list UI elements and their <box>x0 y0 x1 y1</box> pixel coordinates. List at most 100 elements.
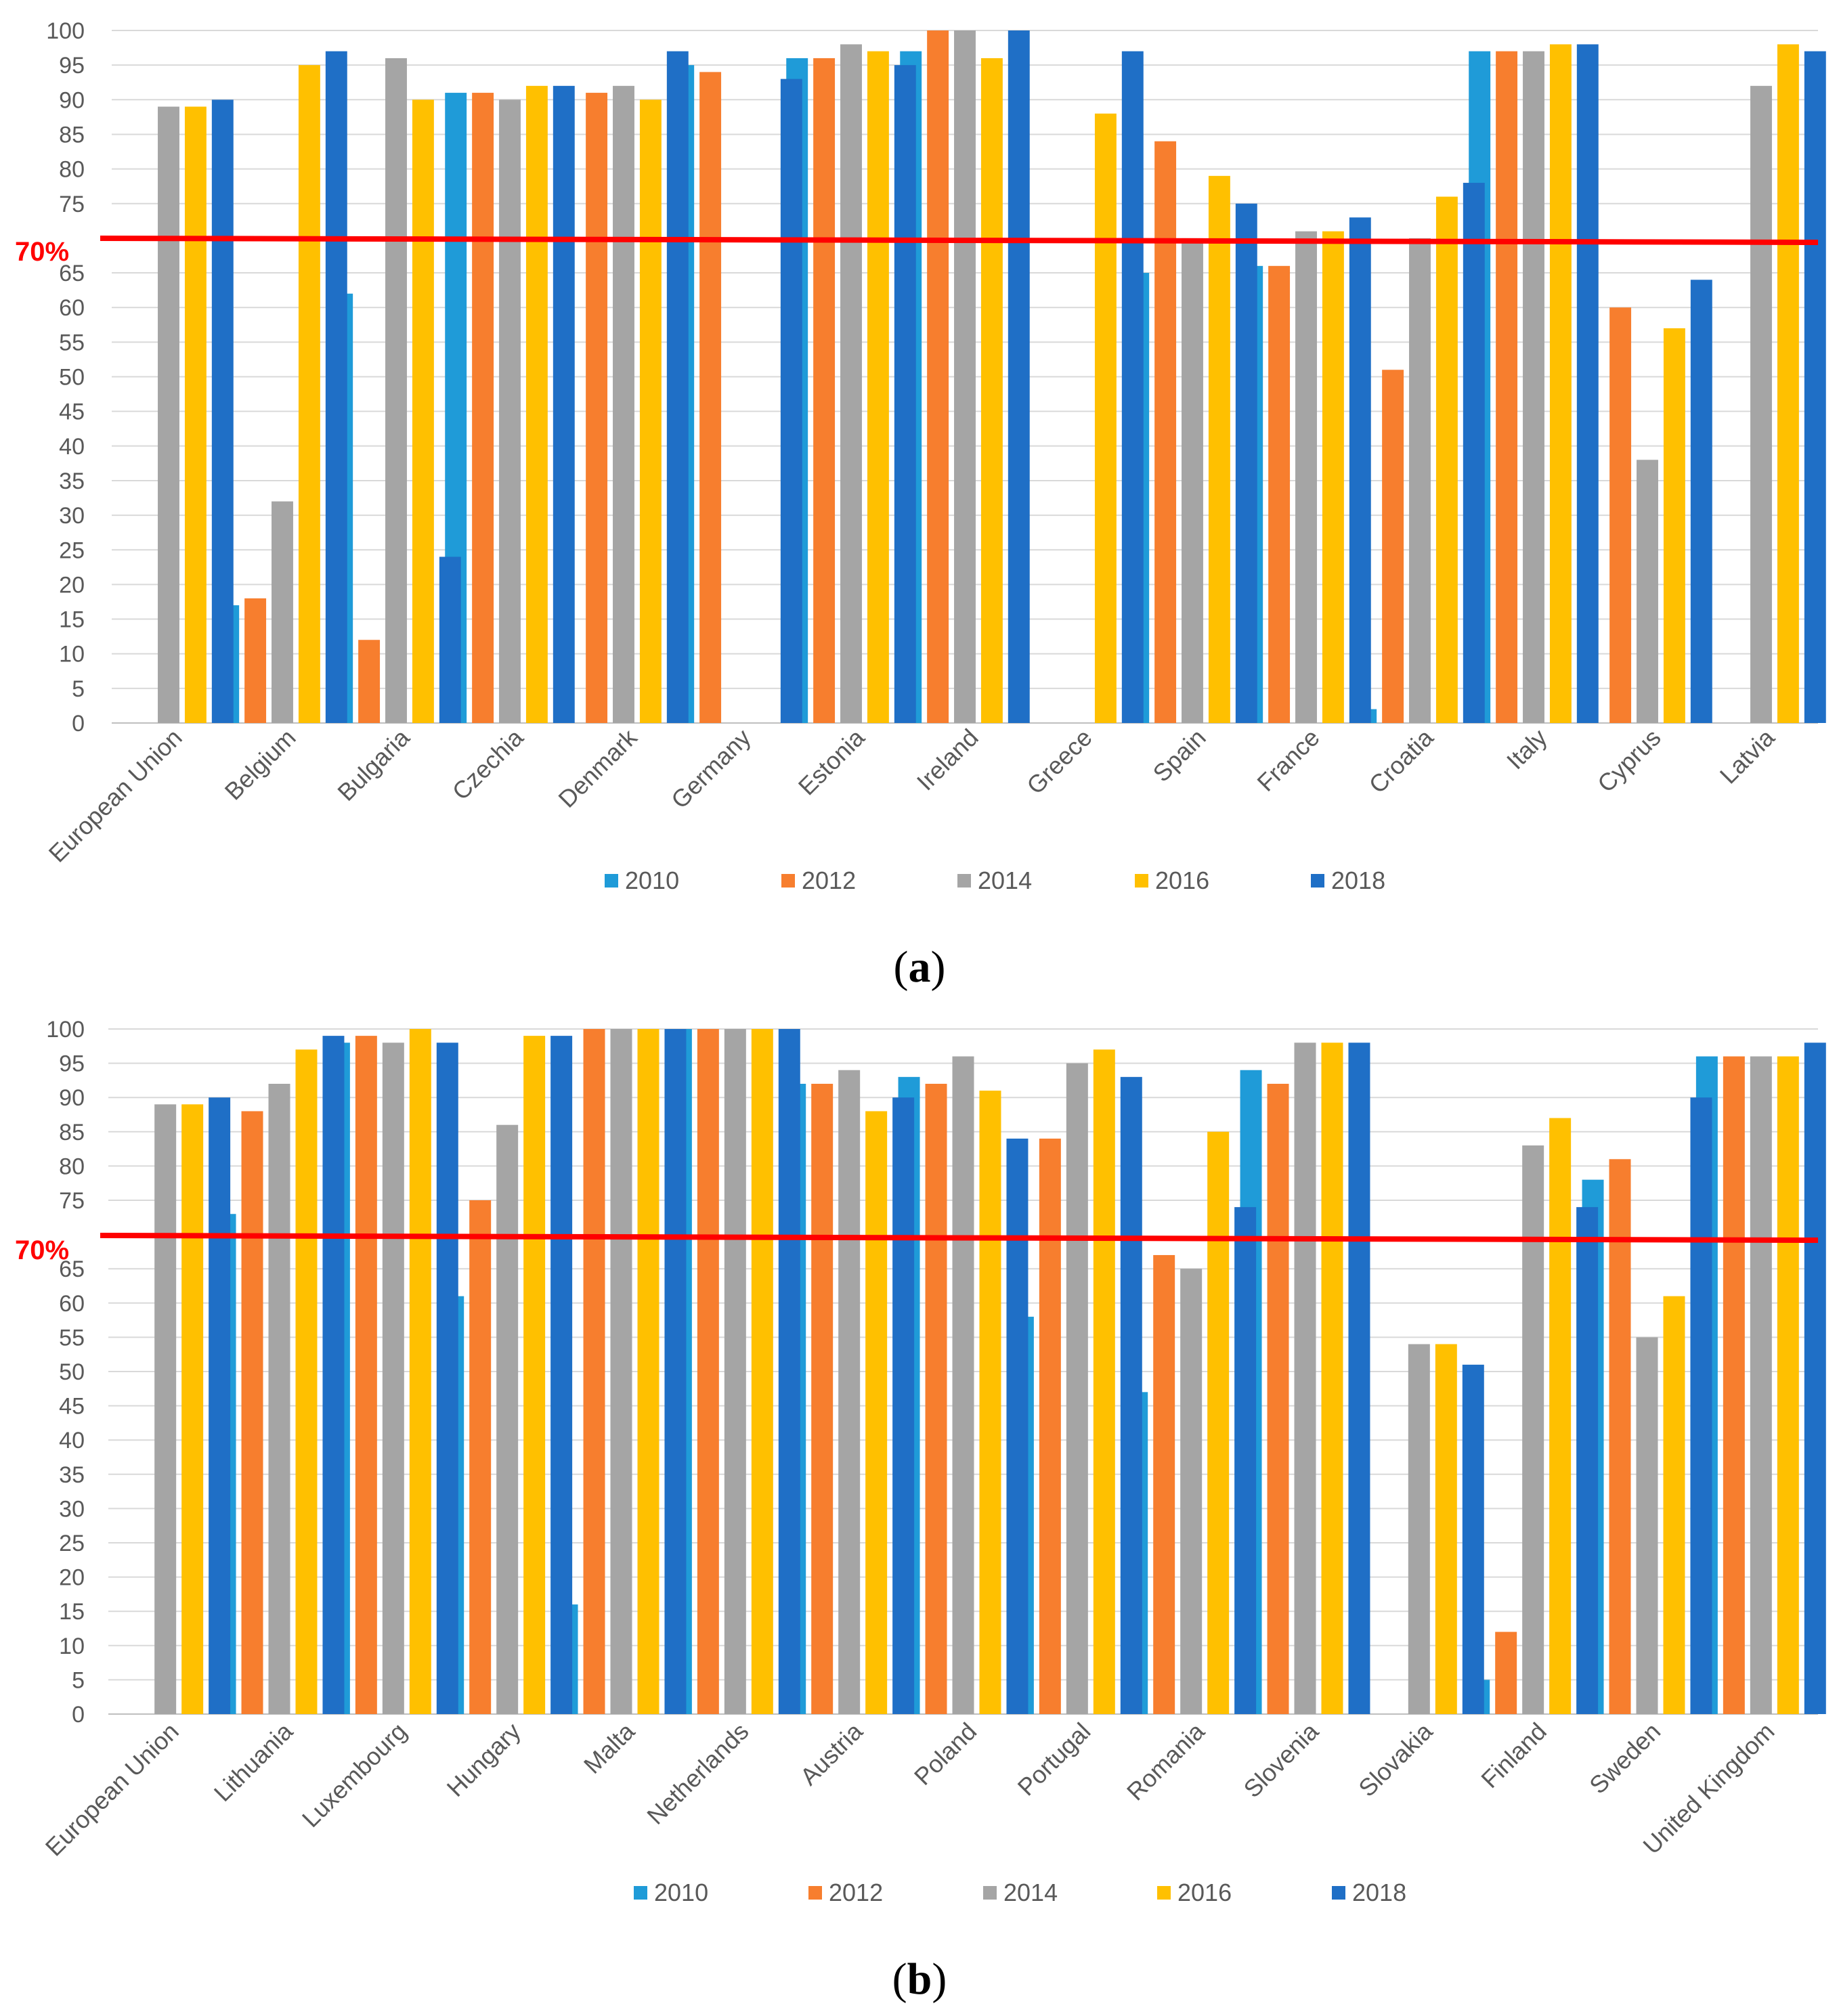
bar-2014-united-kingdom <box>1750 1056 1772 1714</box>
bar-2012-italy <box>1496 51 1518 723</box>
bar-2016-spain <box>1208 175 1230 724</box>
bar-2012-poland <box>925 1083 947 1714</box>
category-label: Slovakia <box>1353 1717 1438 1802</box>
bar-2018-luxembourg <box>436 1043 458 1714</box>
category-label: Cyprus <box>1592 724 1666 798</box>
category-label: Finland <box>1475 1717 1551 1793</box>
category-label: Denmark <box>553 723 643 813</box>
bar-2012-croatia <box>1382 370 1404 723</box>
bar-2014-czechia <box>499 100 521 724</box>
bar-2012-finland <box>1495 1631 1517 1714</box>
legend-swatch-2014 <box>957 874 971 888</box>
category-label: Belgium <box>219 724 301 806</box>
bar-2016-finland <box>1549 1118 1572 1714</box>
bar-2018-denmark <box>666 51 689 723</box>
category-label: Croatia <box>1364 723 1440 799</box>
legend-swatch-2016 <box>1157 1886 1171 1900</box>
panel-label: (a) <box>894 942 946 992</box>
bar-2014-hungary <box>496 1124 519 1714</box>
legend-label-2018: 2018 <box>1331 867 1385 894</box>
y-tick-label: 50 <box>59 365 85 391</box>
category-label: Slovenia <box>1238 1717 1324 1803</box>
bar-2014-france <box>1295 231 1317 723</box>
y-tick-label: 35 <box>59 1462 85 1488</box>
bar-2018-austria <box>892 1097 915 1714</box>
bar-2012-belgium <box>244 598 267 723</box>
legend-label-2012: 2012 <box>802 867 856 894</box>
y-tick-label: 25 <box>59 538 85 563</box>
bar-2016-ireland <box>980 58 1003 724</box>
category-label: Estonia <box>793 723 871 801</box>
y-tick-label: 60 <box>59 295 85 321</box>
bar-2012-netherlands <box>697 1029 719 1714</box>
bar-2014-european-union <box>158 106 179 723</box>
bar-2018-germany <box>780 79 802 724</box>
legend-swatch-2012 <box>808 1886 822 1900</box>
panel-label-open: ( <box>894 942 909 992</box>
bar-2014-luxembourg <box>382 1043 404 1714</box>
bar-2014-latvia <box>1750 85 1772 724</box>
y-tick-label: 40 <box>59 434 85 460</box>
bar-2018-czechia <box>553 85 575 724</box>
bar-2018-finland <box>1576 1207 1599 1714</box>
y-tick-label: 35 <box>59 468 85 494</box>
y-tick-label: 50 <box>59 1359 85 1385</box>
bar-2016-france <box>1322 231 1344 723</box>
y-tick-label: 10 <box>59 1634 85 1659</box>
category-label: Germany <box>666 724 756 814</box>
bar-2016-european-union <box>181 1104 204 1714</box>
y-tick-label: 0 <box>72 1702 85 1728</box>
bar-2016-czechia <box>525 85 548 724</box>
bar-2016-latvia <box>1777 44 1799 723</box>
legend-swatch-2018 <box>1311 874 1324 888</box>
bar-2016-romania <box>1207 1131 1230 1714</box>
bar-2014-netherlands <box>724 1029 746 1714</box>
bar-2018-united-kingdom <box>1804 1043 1826 1714</box>
bar-2016-belgium <box>298 65 320 723</box>
bar-2018-bulgaria <box>439 556 461 723</box>
bar-2016-austria <box>865 1111 888 1714</box>
legend-label-2016: 2016 <box>1155 867 1209 894</box>
bar-2016-united-kingdom <box>1777 1056 1799 1714</box>
y-tick-label: 30 <box>59 1496 85 1522</box>
y-tick-label: 75 <box>59 192 85 217</box>
bar-2016-portugal <box>1093 1049 1115 1714</box>
bar-2018-cyprus <box>1690 280 1712 723</box>
bar-2018-estonia <box>894 65 916 723</box>
bar-2018-france <box>1349 217 1371 724</box>
bar-2016-slovakia <box>1435 1344 1457 1714</box>
bar-2012-luxembourg <box>355 1036 377 1714</box>
legend-swatch-2010 <box>605 874 618 888</box>
bar-2016-luxembourg <box>409 1029 431 1714</box>
y-tick-label: 20 <box>59 572 85 598</box>
y-tick-label: 45 <box>59 399 85 425</box>
bar-2018-malta <box>664 1029 687 1714</box>
bar-2018-netherlands <box>778 1029 800 1714</box>
bar-2014-croatia <box>1409 238 1431 723</box>
bar-2014-slovenia <box>1294 1043 1316 1714</box>
category-label: Sweden <box>1584 1717 1666 1799</box>
y-tick-label: 5 <box>72 1667 85 1693</box>
bar-2012-malta <box>583 1029 605 1714</box>
category-label: Poland <box>909 1717 982 1791</box>
bar-2018-romania <box>1234 1207 1257 1714</box>
bar-2016-sweden <box>1663 1296 1685 1714</box>
bar-2018-italy <box>1576 44 1599 723</box>
bar-2012-germany <box>699 72 722 723</box>
y-tick-label: 85 <box>59 1120 85 1145</box>
y-tick-label: 65 <box>59 261 85 286</box>
panel-label-letter: b <box>907 1954 932 2004</box>
bar-2016-denmark <box>639 100 662 724</box>
category-label: Hungary <box>441 1717 526 1802</box>
bar-2018-portugal <box>1120 1076 1142 1714</box>
bar-2014-italy <box>1523 51 1544 723</box>
bar-2014-portugal <box>1066 1063 1088 1714</box>
category-label: Romania <box>1121 1717 1211 1806</box>
bar-2018-sweden <box>1690 1097 1712 1714</box>
bar-2014-spain <box>1182 238 1203 723</box>
bar-2014-bulgaria <box>385 58 407 724</box>
bar-2012-bulgaria <box>358 640 381 723</box>
y-tick-label: 15 <box>59 1599 85 1625</box>
bar-2014-austria <box>838 1070 861 1714</box>
category-label: Austria <box>795 1717 869 1791</box>
